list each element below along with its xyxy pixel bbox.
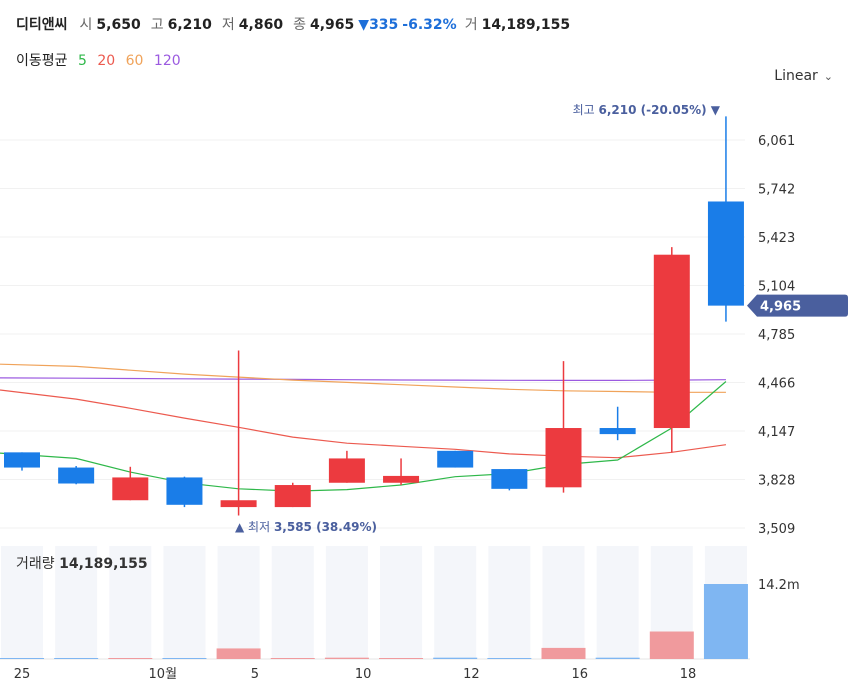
volume-column-bg (380, 546, 423, 659)
x-tick-label: 18 (680, 667, 697, 682)
open-value: 5,650 (96, 17, 141, 33)
candle-body (437, 450, 474, 468)
candle-body (545, 428, 582, 488)
volume-bar (216, 648, 261, 659)
high-label: 고 (150, 17, 164, 33)
volume-bar (0, 658, 44, 659)
candle-body (491, 469, 528, 489)
y-tick-label: 3,828 (758, 474, 795, 489)
volume-bar (54, 658, 99, 659)
last-price-tag (747, 294, 848, 317)
volume-bar (433, 657, 478, 659)
volume-bar (270, 658, 315, 659)
volume-bar (703, 584, 748, 659)
ma5-line (0, 381, 727, 492)
volume-column-bg (271, 546, 314, 659)
volume-label: 거 (464, 17, 478, 33)
volume-bar (541, 647, 586, 659)
volume-bar (379, 658, 424, 659)
volume-title-value: 14,189,155 (59, 556, 148, 572)
scale-selector[interactable]: Linear ⌄ (774, 68, 833, 84)
ma120-line (0, 377, 726, 381)
candle-body (653, 254, 690, 429)
candle-body (112, 477, 149, 501)
ma60-line (0, 363, 726, 393)
moving-average-legend: 이동평균 5 20 60 120 (16, 50, 187, 70)
candle-body (58, 467, 95, 484)
y-tick-label: 5,742 (758, 183, 795, 198)
candle-body (166, 477, 203, 505)
volume-bar (108, 658, 153, 659)
volume-bar (162, 658, 207, 659)
change-down-icon: ▼ (358, 17, 370, 33)
volume-bar (595, 657, 640, 659)
volume-column-bg (434, 546, 477, 659)
volume-column-bg (542, 546, 585, 659)
volume-value: 14,189,155 (481, 17, 571, 33)
low-annotation: ▲ 최저 3,585 (38.49%) (235, 520, 377, 534)
volume-column-bg (488, 546, 531, 659)
high-annotation-value: 6,210 (-20.05%) ▼ (599, 103, 721, 117)
volume-column-bg (325, 546, 368, 659)
ma-60-label[interactable]: 60 (125, 53, 144, 69)
candle-body (220, 500, 257, 508)
y-tick-label: 5,104 (758, 280, 795, 295)
x-tick-label: 12 (463, 667, 480, 682)
candle-body (707, 201, 744, 306)
candle-body (328, 458, 365, 483)
ma-120-label[interactable]: 120 (153, 53, 181, 69)
chevron-down-icon: ⌄ (823, 70, 833, 83)
high-annotation-label: 최고 (573, 103, 599, 117)
low-value: 4,860 (238, 17, 284, 33)
last-price-tag-label: 4,965 (760, 300, 801, 315)
scale-selector-label: Linear (774, 68, 818, 84)
volume-column-bg (1, 546, 43, 659)
volume-column-bg (217, 546, 260, 659)
y-tick-label: 4,466 (758, 377, 795, 392)
high-value: 6,210 (167, 17, 212, 33)
volume-axis-label: 14.2m (758, 578, 800, 593)
low-label: 저 (221, 17, 235, 33)
stock-name: 디티앤씨 (16, 17, 68, 33)
ma-5-label[interactable]: 5 (77, 53, 87, 69)
ma-legend-label: 이동평균 (16, 53, 68, 69)
change-value: 335 (369, 17, 399, 33)
open-label: 시 (79, 17, 93, 33)
ma20-line (0, 389, 727, 459)
y-tick-label: 5,423 (758, 231, 795, 246)
candle-body (599, 428, 636, 435)
change-percent: -6.32% (402, 17, 457, 33)
volume-column-bg (163, 546, 206, 659)
high-annotation: 최고 6,210 (-20.05%) ▼ (573, 103, 721, 117)
y-tick-label: 3,509 (758, 522, 795, 537)
y-tick-label: 4,785 (758, 328, 795, 343)
candle-body (383, 475, 420, 483)
volume-column-bg (55, 546, 98, 659)
y-tick-label: 4,147 (758, 425, 795, 440)
close-label: 종 (293, 17, 306, 33)
volume-bar (649, 631, 694, 659)
volume-column-bg (596, 546, 639, 659)
x-tick-label: 10월 (149, 667, 178, 682)
volume-column-bg (109, 546, 152, 659)
volume-title: 거래량 14,189,155 (16, 556, 148, 572)
volume-bar (487, 658, 532, 659)
ma-20-label[interactable]: 20 (97, 53, 116, 69)
low-annotation-label: ▲ 최저 (235, 520, 274, 534)
volume-bar (324, 657, 369, 659)
x-tick-label: 5 (251, 667, 259, 682)
x-tick-label: 10 (355, 667, 372, 682)
x-tick-label: 16 (571, 667, 588, 682)
candle-body (4, 452, 40, 468)
close-value: 4,965 (309, 17, 355, 33)
stock-header: 디티앤씨 시 5,650 고 6,210 저 4,860 종 4,965 ▼ 3… (16, 14, 580, 36)
y-tick-label: 6,061 (758, 134, 795, 149)
x-tick-label: 25 (14, 667, 31, 682)
candle-body (274, 485, 311, 508)
low-annotation-value: 3,585 (38.49%) (274, 520, 377, 534)
